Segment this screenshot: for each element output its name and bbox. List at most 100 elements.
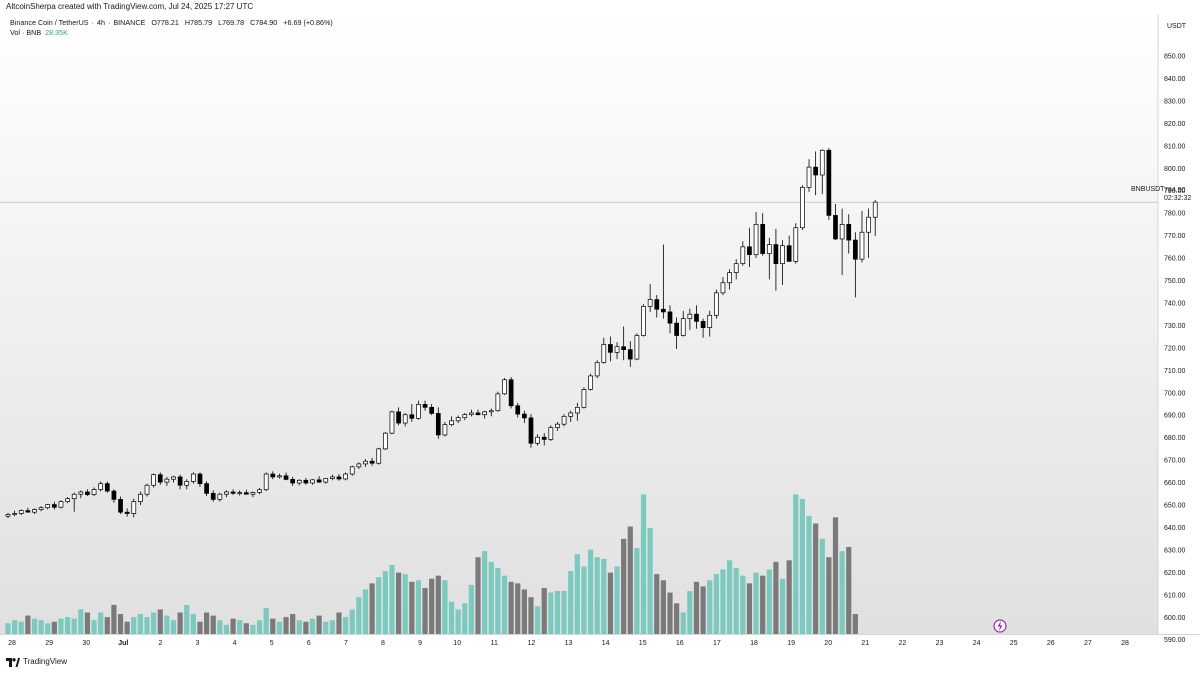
candle [502, 378, 507, 395]
tradingview-logo-icon [6, 657, 20, 667]
time-tick-label: 13 [565, 640, 573, 647]
volume-bar [826, 557, 832, 634]
candle [151, 473, 156, 488]
volume-bar [58, 618, 64, 634]
volume-bar [746, 583, 753, 634]
current-price-value-label: 784.90 [1164, 187, 1186, 194]
price-tick-label: 800.00 [1164, 166, 1186, 173]
volume-bar [806, 515, 812, 634]
price-tick-label: 640.00 [1164, 525, 1186, 532]
candle [687, 308, 693, 330]
volume-bar [356, 597, 362, 634]
candle [515, 402, 521, 418]
interval-label[interactable]: 4h [96, 18, 105, 27]
tradingview-brand-label: TradingView [23, 657, 68, 666]
candle [568, 410, 574, 422]
volume-bar [587, 549, 594, 634]
candle [647, 283, 653, 312]
volume-bar [779, 578, 786, 634]
price-tick-label: 620.00 [1164, 570, 1186, 577]
current-price-countdown-label: 02:32:32 [1164, 195, 1191, 202]
chart-area[interactable]: 850.00 840.00 830.00 820.00 810.00 800.00 790.… [0, 14, 1200, 654]
candle [204, 481, 209, 497]
volume-bar [548, 592, 554, 634]
candle [45, 503, 51, 510]
volume-bar [839, 551, 845, 634]
volume-bar [462, 603, 468, 634]
candle [442, 421, 448, 437]
price-tick-label: 690.00 [1164, 413, 1186, 420]
volume-bar [720, 569, 726, 634]
candle [780, 240, 785, 285]
candle [747, 227, 752, 268]
candle [197, 472, 203, 488]
time-tick-label: 17 [713, 640, 721, 647]
candle [634, 333, 640, 361]
volume-bar [329, 620, 335, 634]
price-tick-label: 650.00 [1164, 503, 1186, 510]
candle [555, 421, 560, 431]
candle [65, 497, 70, 504]
volume-label[interactable]: Vol · BNB [10, 28, 42, 37]
price-tick-label: 840.00 [1164, 76, 1186, 83]
candle [793, 223, 799, 264]
candle [839, 208, 845, 275]
candle [330, 474, 335, 481]
close-value: C784.90 [250, 18, 278, 27]
candlestick-chart[interactable]: 850.00 840.00 830.00 820.00 810.00 800.00 790.… [0, 14, 1200, 654]
candle [661, 244, 666, 319]
chart-background [0, 14, 1158, 634]
candle [482, 410, 487, 419]
symbol-name[interactable]: Binance Coin / TetherUS [10, 18, 89, 27]
volume-bar [707, 580, 713, 634]
volume-bar [488, 561, 494, 634]
volume-bar [634, 548, 640, 634]
volume-bar [290, 614, 296, 634]
candle [131, 498, 137, 518]
volume-bar [296, 620, 302, 634]
time-tick-label: 6 [307, 640, 311, 647]
time-tick-label: 2 [158, 640, 162, 647]
volume-bar [654, 574, 660, 634]
volume-bar [117, 614, 124, 634]
volume-bar [852, 614, 858, 634]
candle [290, 476, 296, 486]
candle [766, 237, 772, 280]
candle [157, 472, 163, 485]
candle [627, 341, 633, 367]
volume-bar [581, 566, 587, 634]
candle [18, 509, 24, 516]
candle [296, 479, 302, 486]
candle [800, 185, 805, 230]
candle [773, 228, 779, 291]
volume-bar [422, 587, 428, 634]
candle [694, 305, 699, 329]
candle [561, 414, 567, 427]
candle [753, 212, 759, 259]
time-tick-label: 27 [1084, 640, 1092, 647]
volume-bar [38, 620, 44, 634]
candle [508, 377, 514, 409]
tradingview-brand[interactable]: TradingView [6, 654, 67, 670]
candle [230, 489, 236, 495]
price-tick-label: 680.00 [1164, 435, 1186, 442]
volume-bar [382, 571, 388, 634]
volume-bar [283, 617, 289, 634]
time-tick-label: 23 [936, 640, 944, 647]
flash-icon[interactable] [993, 619, 1007, 633]
candle [594, 360, 600, 379]
candle [449, 416, 454, 427]
volume-bar [501, 575, 508, 634]
candle [713, 289, 719, 319]
time-axis: 28 29 30 Jul 2 3 4 5 6 7 8 9 10 11 12 13 14 15 16 17 18 19 20 2… [8, 640, 1129, 647]
volume-bar [528, 597, 534, 634]
chart-legend: Binance Coin / TetherUS · 4h · BINANCE O778.… [10, 18, 333, 38]
candle [667, 305, 673, 334]
time-tick-label: 4 [233, 640, 237, 647]
time-tick-label: 21 [861, 640, 869, 647]
volume-bar [230, 618, 236, 634]
candle [38, 506, 44, 512]
price-tick-label: 610.00 [1164, 592, 1186, 599]
time-axis-background [0, 634, 1158, 654]
time-tick-label: 28 [1121, 640, 1129, 647]
